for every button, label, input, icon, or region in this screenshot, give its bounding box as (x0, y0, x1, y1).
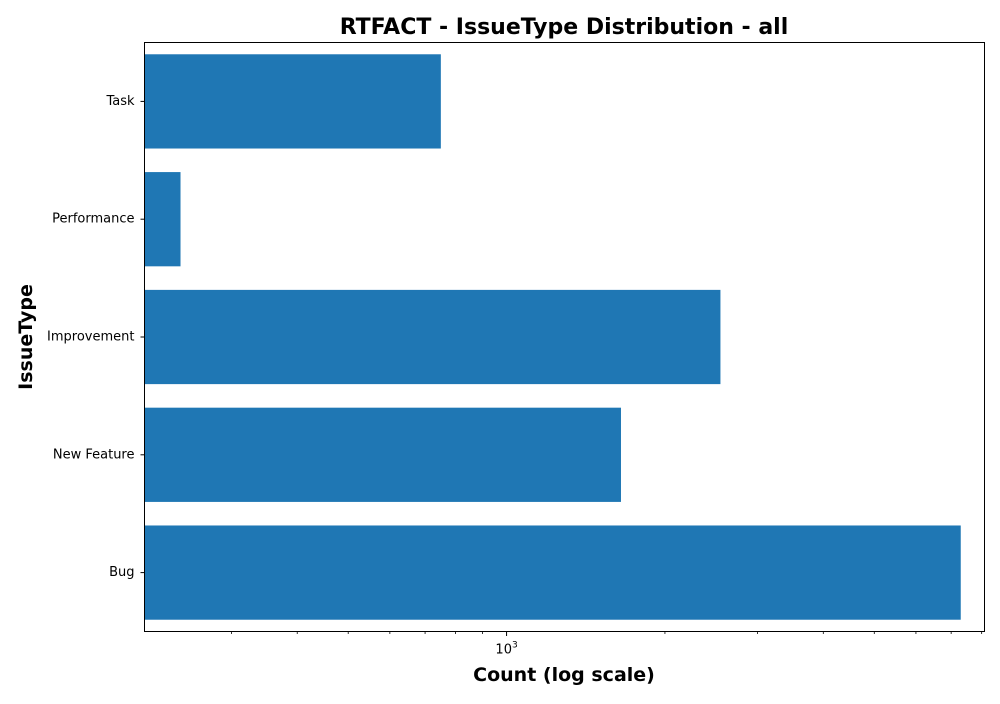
x-tick-label-base: 10 (495, 643, 512, 658)
x-tick-label-exponent: 3 (512, 641, 518, 651)
bar-task (144, 54, 441, 149)
x-tick-label: 103 (495, 641, 517, 658)
bars-group (144, 54, 961, 620)
bar-improvement (144, 289, 721, 385)
y-tick-label-new-feature: New Feature (53, 447, 135, 462)
y-tick-label-improvement: Improvement (47, 330, 134, 345)
x-axis-label: Count (log scale) (473, 664, 655, 686)
bar-new-feature (144, 407, 621, 502)
bar-performance (144, 172, 181, 267)
y-axis-ticks: Bug New Feature Improvement Performance Task (47, 94, 145, 580)
x-axis-ticks: 103 (231, 631, 983, 658)
y-axis-label: IssueType (15, 284, 37, 390)
y-tick-label-bug: Bug (109, 565, 134, 580)
y-tick-label-task: Task (105, 94, 135, 109)
bar-bug (144, 525, 961, 620)
y-tick-label-performance: Performance (52, 212, 134, 227)
chart-title: RTFACT - IssueType Distribution - all (340, 15, 789, 40)
